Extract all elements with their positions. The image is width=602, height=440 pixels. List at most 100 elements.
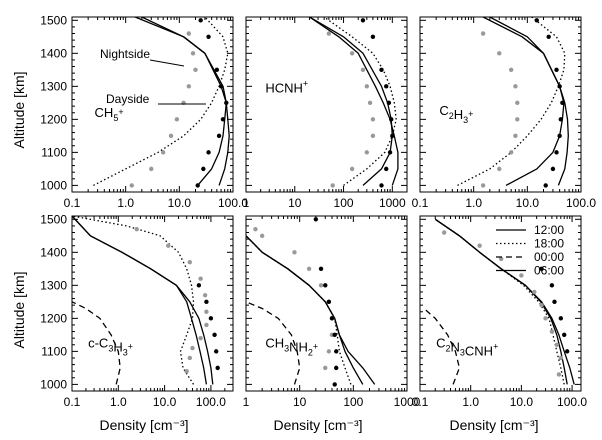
dayside-point <box>318 266 324 272</box>
x-tick-label: 0.1 <box>412 196 429 210</box>
dayside-point <box>313 217 319 222</box>
nightside-point <box>318 283 324 288</box>
dayside-point <box>560 100 565 106</box>
species-subscript: 2 <box>449 111 454 121</box>
nightside-point <box>532 289 537 295</box>
nightside-point <box>186 84 191 89</box>
x-tick-label: 100.0 <box>566 196 596 210</box>
species-label: CH5+ <box>95 105 124 123</box>
series-1200 <box>309 17 399 186</box>
species-subscript: 3 <box>463 115 468 125</box>
species-superscript: + <box>493 341 498 351</box>
x-tick-label: 1.0 <box>110 395 127 409</box>
species-subscript: 3 <box>123 347 128 357</box>
y-tick-label: 1400 <box>40 245 67 259</box>
y-tick-label: 1300 <box>40 278 67 292</box>
model-curves <box>423 218 575 385</box>
species-text: N <box>451 339 460 354</box>
nightside-point <box>186 31 191 36</box>
species-subscript: 3 <box>108 343 113 353</box>
dayside-point <box>196 283 202 288</box>
dayside-point <box>557 84 562 89</box>
panel-1: 0.1 1.0 10.0 100.0 1000 1100 1200 1300 1400 1500 C… <box>40 13 248 210</box>
nightside-point <box>259 233 265 239</box>
y-tick-label: 1200 <box>40 112 67 126</box>
dayside-point <box>216 133 222 139</box>
dayside-point <box>564 349 570 354</box>
panel-frame <box>245 16 408 193</box>
species-subscript: 3 <box>460 347 465 357</box>
dayside-point <box>213 349 219 354</box>
species-superscript: + <box>303 78 308 88</box>
dayside-point <box>554 150 559 155</box>
dayside-point <box>206 150 211 155</box>
altitude-label-bottom: Altitude [km] <box>11 271 27 348</box>
species-subscript: 5 <box>113 113 118 123</box>
model-curves <box>309 17 399 188</box>
species-subscript: 2 <box>308 347 313 357</box>
dayside-point <box>329 316 335 321</box>
y-tick-label: 1100 <box>41 145 67 159</box>
x-tick-label: 0.1 <box>64 196 81 210</box>
dayside-point <box>387 150 393 155</box>
x-tick-label: 10.0 <box>153 395 177 409</box>
nightside-point <box>441 230 447 235</box>
panel-frame <box>71 215 234 392</box>
series-1200 <box>489 17 569 186</box>
nightside-point <box>193 67 198 73</box>
y-tick-label: 1300 <box>40 79 67 93</box>
dayside-point <box>558 117 563 122</box>
dayside-point <box>562 332 567 338</box>
dayside-point <box>389 117 394 122</box>
nightside-point <box>326 31 332 36</box>
species-text: H <box>113 339 122 354</box>
y-tick-label: 1500 <box>40 13 67 27</box>
nightside-point <box>370 117 376 122</box>
nightside-point <box>515 100 520 106</box>
dayside-point <box>208 316 214 321</box>
nightside-point <box>166 243 171 248</box>
dayside-point <box>534 18 539 23</box>
x-tick-label: 10 <box>293 395 307 409</box>
dayside-point <box>332 332 337 338</box>
x-tick-label: 1.0 <box>465 196 482 210</box>
dayside-point <box>554 67 559 73</box>
series-0600 <box>482 17 565 186</box>
x-tick-label: 100.0 <box>218 196 248 210</box>
nightside-point <box>292 250 297 255</box>
nightside-point <box>480 31 486 36</box>
nightside-point <box>198 276 203 281</box>
x-tick-label: 100.0 <box>196 395 226 409</box>
panel-2: 1 10 100 1000 HCNH+ <box>243 16 408 210</box>
species-text: H <box>454 107 463 122</box>
dayside-point <box>543 183 548 188</box>
nightside-point <box>364 150 370 155</box>
species-label: HCNH+ <box>265 78 308 95</box>
dayside-point <box>539 266 544 272</box>
panel-frame <box>245 215 408 392</box>
species-subscript: 2 <box>445 343 450 353</box>
series-1800 <box>93 17 229 186</box>
species-superscript: + <box>128 341 133 351</box>
x-tick-label: 10 <box>288 196 302 210</box>
series-1800 <box>72 216 195 385</box>
species-label: CH3NH2+ <box>265 335 318 357</box>
series-0000 <box>246 301 301 385</box>
species-text: NH <box>289 339 308 354</box>
panel-4: 0.1 1.0 10.0 100.0 1000 1100 1200 1300 1400 1500 c… <box>40 212 234 409</box>
nightside-point <box>513 133 518 139</box>
y-tick-label: 1100 <box>41 344 67 358</box>
nightside-pointer <box>149 59 185 67</box>
species-text: HCNH <box>265 80 303 95</box>
legend-label: 00:00 <box>534 250 564 264</box>
nightside-point <box>134 227 139 232</box>
nightside-point <box>499 256 504 262</box>
x-tick-label: 1.0 <box>462 395 479 409</box>
nightside-point <box>515 117 520 122</box>
panel-3: 0.1 1.0 10.0 100.0 C2H3+ <box>412 16 596 210</box>
x-tick-label: 100.0 <box>557 395 587 409</box>
x-tick-label: 10.0 <box>168 196 192 210</box>
species-superscript: + <box>468 109 473 119</box>
density-label-3: Density [cm⁻³] <box>449 417 538 433</box>
